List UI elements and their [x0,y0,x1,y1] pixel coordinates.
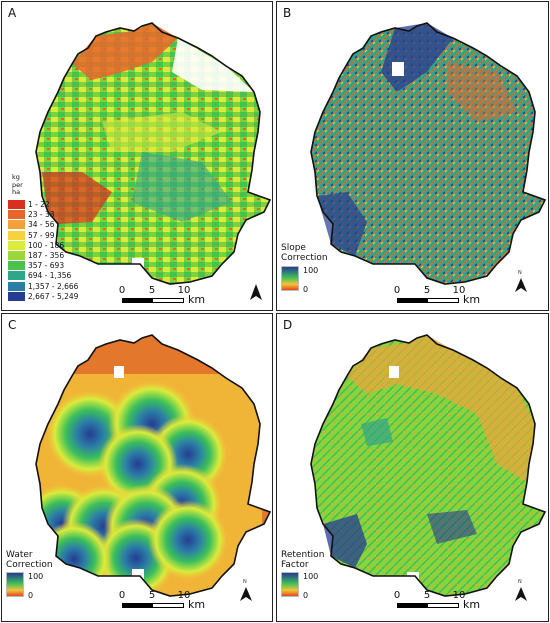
legend-class-label: 2,667 - 5,249 [28,291,79,301]
legend-swatch [8,210,25,220]
map-a [35,22,271,285]
scale-bar-d: 0 5 10 km [393,590,481,611]
legend-swatch [8,251,25,261]
legend-class-row: 34 - 56 [8,220,78,230]
scale-bar-c: 0 5 10 km [118,590,206,611]
legend-swatch [8,240,25,250]
legend-class-label: 357 - 693 [28,261,65,271]
legend-class-label: 694 - 1,356 [28,271,72,281]
scale-bar-b: 0 5 10 km [393,285,481,306]
legend-title: Slope Correction [281,243,328,263]
panel-a: A kg per ha 1 - 22 23 - 33 34 - 56 57 - 99 1… [1,1,273,311]
legend-class-label: 23 - 33 [28,210,55,220]
legend-class-row: 100 - 186 [8,240,78,250]
panel-label: B [283,6,292,20]
legend-swatch [8,281,25,291]
legend-swatch [8,291,25,301]
legend-swatch [8,200,25,210]
legend-unit: kg per ha [12,173,23,196]
scale-bar-a: 0 5 10 km [118,285,206,306]
panel-d: D Retention Factor 100 0 0 5 10 km N [276,313,549,622]
ramp-max: 100 [28,572,44,581]
legend-class-label: 57 - 99 [28,230,55,240]
legend-title: Retention Factor [281,550,325,570]
north-arrow-icon [249,278,263,302]
legend-class-row: 57 - 99 [8,230,78,240]
legend-a: kg per ha 1 - 22 23 - 33 34 - 56 57 - 99 100… [8,173,78,301]
panel-b: B Slope Correction 100 0 0 5 10 km N [276,1,549,311]
legend-swatch [8,230,25,240]
legend-class-row: 357 - 693 [8,261,78,271]
legend-class-row: 2,667 - 5,249 [8,291,78,301]
north-arrow-icon: N [239,579,253,603]
panel-label: D [283,318,293,332]
north-arrow-icon: N [514,270,528,294]
panel-c: C Water Correction 100 [1,313,273,622]
legend-class-label: 100 - 186 [28,240,65,250]
legend-class-label: 34 - 56 [28,220,55,230]
north-arrow-icon: N [514,579,528,603]
legend-class-row: 23 - 33 [8,210,78,220]
map-b [310,22,546,285]
panel-label: C [8,318,17,332]
panel-label: A [8,6,17,20]
ramp-min: 0 [303,591,309,600]
legend-class-label: 1 - 22 [28,200,50,210]
ramp-min: 0 [303,285,309,294]
legend-class-label: 187 - 356 [28,251,65,261]
map-d [310,334,546,597]
legend-class-row: 187 - 356 [8,250,78,261]
color-ramp [281,266,299,291]
legend-class-label: 1,357 - 2,666 [28,281,79,291]
color-ramp [6,572,24,597]
legend-swatch [8,220,25,230]
legend-class-row: 694 - 1,356 [8,271,78,281]
legend-swatch [8,261,25,271]
ramp-max: 100 [303,572,319,581]
ramp-min: 0 [28,591,34,600]
ramp-max: 100 [303,266,319,275]
color-ramp [281,572,299,597]
legend-title: Water Correction [6,550,53,570]
legend-swatch [8,271,25,281]
legend-class-row: 1,357 - 2,666 [8,281,78,291]
legend-class-row: 1 - 22 [8,200,78,210]
map-c [35,334,271,597]
